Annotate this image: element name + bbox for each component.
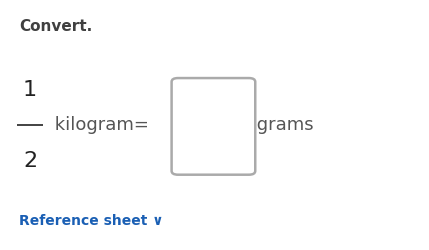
FancyBboxPatch shape bbox=[172, 79, 255, 175]
Text: kilogram=: kilogram= bbox=[49, 116, 149, 134]
Text: Convert.: Convert. bbox=[19, 19, 93, 34]
Text: Reference sheet ∨: Reference sheet ∨ bbox=[19, 214, 164, 228]
Text: 2: 2 bbox=[23, 150, 37, 170]
Text: 1: 1 bbox=[23, 80, 37, 100]
Text: grams: grams bbox=[251, 116, 314, 134]
